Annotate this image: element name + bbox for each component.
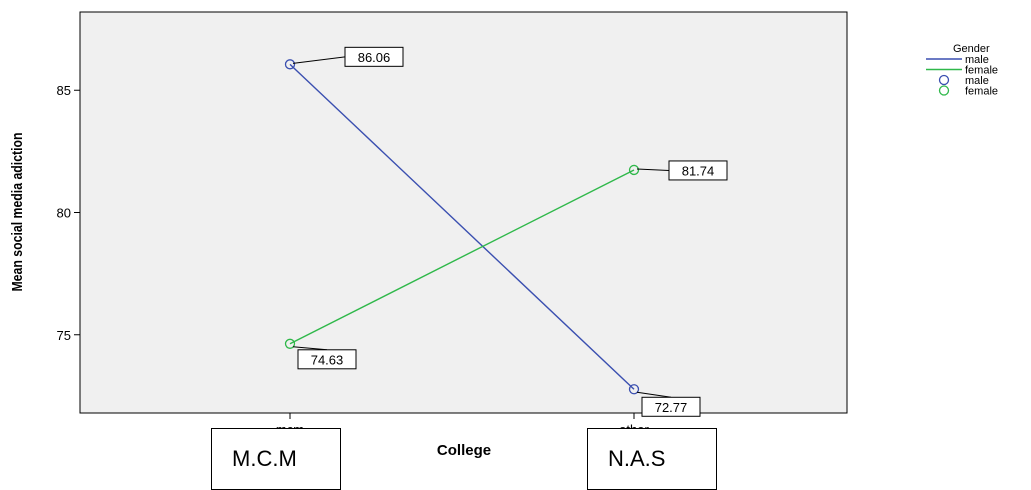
legend-entry-marker-male: male	[938, 74, 989, 87]
point-male-other	[628, 384, 640, 395]
data-label-text: 81.74	[682, 163, 715, 178]
college-box-mcm: M.C.M	[211, 428, 341, 490]
data-label-male-other: 72.77	[636, 391, 701, 417]
point-male-mcm	[284, 59, 296, 70]
legend-label: male	[965, 54, 989, 66]
data-label-box	[344, 46, 404, 67]
plot-area	[79, 11, 848, 414]
data-label-box	[297, 349, 357, 370]
data-label-female-mcm: 74.63	[292, 346, 357, 370]
data-label-leader	[292, 56, 346, 64]
x-axis-title: College	[437, 442, 491, 459]
college-box-nas: N.A.S	[587, 428, 717, 490]
data-label-box	[668, 160, 728, 181]
data-label-female-other: 81.74	[636, 160, 728, 181]
series-points	[284, 59, 640, 395]
data-label-leader	[636, 391, 672, 398]
data-labels: 86.06 72.77 74.63 81.74	[292, 46, 728, 417]
point-female-mcm	[284, 338, 296, 349]
legend-entry-line-male: male	[926, 54, 989, 66]
data-label-text: 74.63	[311, 352, 344, 367]
data-label-text: 86.06	[358, 50, 391, 65]
legend-title: Gender	[953, 43, 990, 55]
data-label-box	[641, 396, 701, 417]
y-tick-label-80: 80	[57, 206, 71, 221]
legend-marker-swatch	[938, 74, 950, 86]
series-line-male	[289, 63, 635, 390]
point-female-other	[628, 164, 640, 176]
y-axis: 75 80 85	[57, 83, 80, 343]
series-line-female	[289, 169, 635, 345]
series-lines	[289, 63, 635, 390]
legend-entry-marker-female: female	[938, 85, 998, 98]
y-axis-title: Mean social media adiction	[9, 132, 25, 291]
legend-label: female	[965, 65, 998, 77]
data-label-male-mcm: 86.06	[292, 46, 404, 67]
legend-entry-line-female: female	[926, 65, 998, 77]
legend-label: female	[965, 86, 998, 98]
legend-marker-swatch	[938, 85, 950, 96]
y-tick-label-85: 85	[57, 83, 71, 98]
y-tick-label-75: 75	[57, 328, 71, 343]
legend-label: male	[965, 75, 989, 87]
data-label-text: 72.77	[655, 400, 688, 415]
data-label-leader	[636, 168, 670, 171]
